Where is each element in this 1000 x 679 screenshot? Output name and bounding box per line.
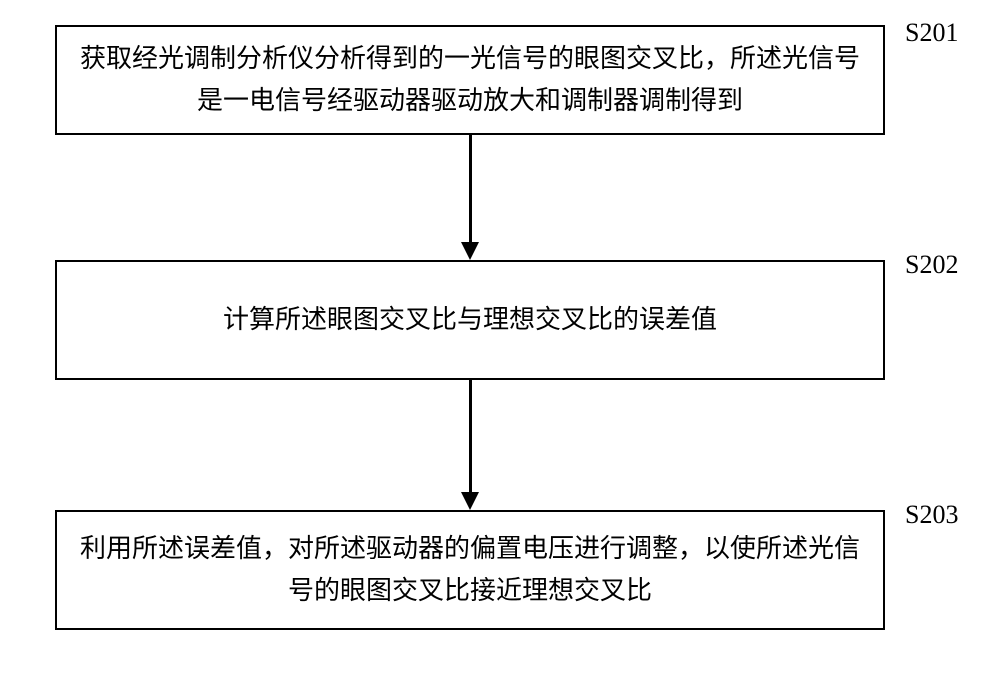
step-box-s203: 利用所述误差值，对所述驱动器的偏置电压进行调整，以使所述光信号的眼图交叉比接近理… <box>55 510 885 630</box>
step-label-s203: S203 <box>905 500 958 530</box>
step-text-s202: 计算所述眼图交叉比与理想交叉比的误差值 <box>223 299 717 341</box>
step-box-s201: 获取经光调制分析仪分析得到的一光信号的眼图交叉比，所述光信号是一电信号经驱动器驱… <box>55 25 885 135</box>
step-text-s201: 获取经光调制分析仪分析得到的一光信号的眼图交叉比，所述光信号是一电信号经驱动器驱… <box>77 38 863 121</box>
step-label-s202: S202 <box>905 250 958 280</box>
flowchart-canvas: 获取经光调制分析仪分析得到的一光信号的眼图交叉比，所述光信号是一电信号经驱动器驱… <box>0 0 1000 679</box>
arrow-s201-s202 <box>469 135 472 242</box>
step-box-s202: 计算所述眼图交叉比与理想交叉比的误差值 <box>55 260 885 380</box>
step-text-s203: 利用所述误差值，对所述驱动器的偏置电压进行调整，以使所述光信号的眼图交叉比接近理… <box>77 528 863 611</box>
arrow-head-s201-s202 <box>461 242 479 260</box>
step-label-s201: S201 <box>905 18 958 48</box>
arrow-head-s202-s203 <box>461 492 479 510</box>
arrow-s202-s203 <box>469 380 472 492</box>
